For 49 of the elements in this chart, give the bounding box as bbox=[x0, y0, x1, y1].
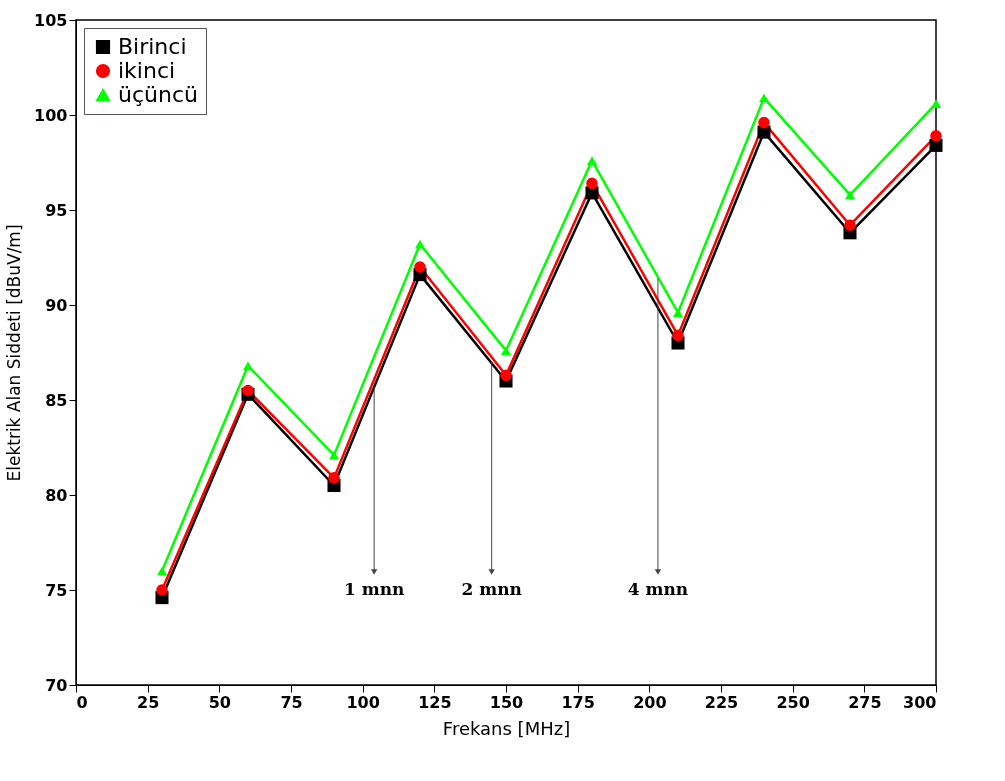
point bbox=[243, 361, 253, 371]
y-tick-label: 95 bbox=[45, 200, 68, 220]
point bbox=[845, 190, 855, 200]
legend-label: üçüncü bbox=[118, 82, 198, 107]
point bbox=[415, 239, 425, 249]
point bbox=[586, 177, 598, 190]
y-tick-label: 75 bbox=[45, 580, 68, 600]
point bbox=[587, 156, 597, 165]
point bbox=[414, 261, 426, 273]
y-tick-label: 100 bbox=[34, 105, 68, 125]
point bbox=[672, 329, 684, 342]
point bbox=[759, 93, 769, 103]
y-tick-label: 85 bbox=[45, 390, 68, 410]
point bbox=[673, 308, 683, 317]
point bbox=[930, 130, 942, 142]
x-tick-label: 250 bbox=[776, 692, 810, 712]
point bbox=[844, 219, 856, 231]
annotation: 4 mnn bbox=[627, 578, 689, 599]
y-tick-label: 105 bbox=[34, 10, 68, 30]
point bbox=[758, 116, 770, 129]
x-tick-label: 100 bbox=[346, 692, 380, 712]
y-axis-title: Elektrik Alan Siddeti [dBuV/m] bbox=[4, 224, 25, 482]
x-tick-label: 200 bbox=[633, 692, 667, 712]
x-tick-label: 50 bbox=[208, 692, 231, 712]
x-tick-label: 300 bbox=[903, 692, 937, 712]
point bbox=[157, 566, 167, 576]
annotation: 2 mnn bbox=[461, 578, 522, 599]
point bbox=[931, 99, 941, 108]
point bbox=[328, 472, 340, 484]
point bbox=[242, 384, 254, 397]
x-tick-label: 75 bbox=[280, 692, 303, 712]
point bbox=[500, 369, 512, 382]
annotation: 1 mnn bbox=[343, 578, 405, 599]
x-tick-label: 0 bbox=[76, 692, 88, 712]
y-tick-label: 80 bbox=[45, 485, 68, 505]
point bbox=[929, 138, 943, 152]
point bbox=[501, 346, 511, 355]
legend-label: Birinci bbox=[118, 34, 187, 59]
x-tick-label: 175 bbox=[561, 692, 595, 712]
point bbox=[156, 584, 168, 596]
x-tick-label: 150 bbox=[489, 692, 524, 712]
x-tick-label: 25 bbox=[137, 692, 160, 712]
x-tick-label: 275 bbox=[848, 692, 882, 712]
y-tick-label: 70 bbox=[45, 675, 68, 695]
x-tick-label: 225 bbox=[704, 692, 739, 712]
y-tick-label: 90 bbox=[45, 295, 68, 315]
x-axis-title: Frekans [MHz] bbox=[442, 717, 571, 739]
legend-label: ikinci bbox=[118, 58, 176, 83]
x-tick-label: 125 bbox=[418, 692, 452, 712]
